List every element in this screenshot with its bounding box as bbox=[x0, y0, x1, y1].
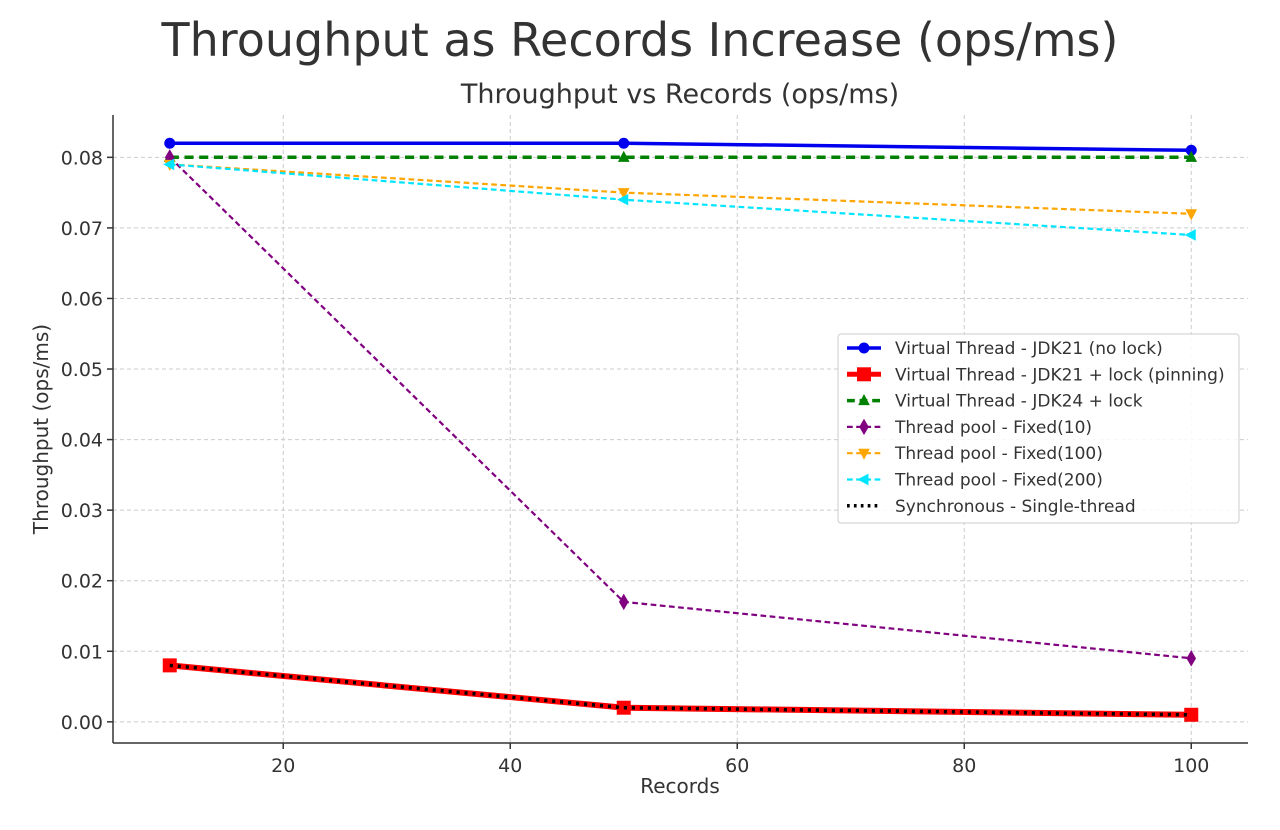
x-tick-label: 20 bbox=[271, 755, 295, 777]
series-line bbox=[169, 163, 1192, 237]
x-tick-label: 60 bbox=[725, 755, 749, 777]
y-tick-label: 0.07 bbox=[61, 218, 103, 240]
y-ticks: 0.00 0.01 0.02 0.03 0.04 0.05 0.06 0.07 0.08 bbox=[61, 147, 113, 734]
y-tick-label: 0.08 bbox=[61, 147, 103, 169]
series-0 bbox=[164, 137, 1197, 156]
legend-label: Virtual Thread - JDK24 + lock bbox=[895, 392, 1143, 412]
x-tick-label: 100 bbox=[1173, 755, 1209, 777]
data-point bbox=[617, 193, 629, 206]
legend-item: Thread pool - Fixed(10) bbox=[847, 418, 1092, 438]
legend-swatch-marker bbox=[858, 394, 870, 406]
chart-title: Throughput vs Records (ops/ms) bbox=[460, 79, 899, 110]
axes bbox=[112, 115, 1248, 744]
y-tick-label: 0.06 bbox=[61, 288, 103, 310]
legend-item: Thread pool - Fixed(100) bbox=[847, 444, 1103, 464]
y-tick-label: 0.00 bbox=[61, 712, 103, 734]
legend-frame bbox=[837, 333, 1240, 524]
legend-swatch-marker bbox=[857, 473, 869, 486]
series-6 bbox=[169, 663, 1192, 717]
legend-swatch-marker bbox=[859, 418, 869, 436]
legend-item: Virtual Thread - JDK21 (no lock) bbox=[847, 339, 1163, 359]
legend-label: Virtual Thread - JDK21 (no lock) bbox=[895, 339, 1163, 359]
x-tick-label: 40 bbox=[498, 755, 522, 777]
legend-label: Virtual Thread - JDK21 + lock (pinning) bbox=[895, 365, 1225, 385]
y-tick-label: 0.03 bbox=[61, 500, 103, 522]
legend-item: Virtual Thread - JDK21 + lock (pinning) bbox=[847, 365, 1225, 385]
series-layer bbox=[162, 137, 1199, 722]
y-axis-label: Throughput (ops/ms) bbox=[29, 324, 53, 535]
legend-label: Synchronous - Single-thread bbox=[895, 497, 1136, 517]
series-line bbox=[169, 141, 1192, 153]
data-point bbox=[616, 700, 631, 715]
data-point bbox=[618, 593, 629, 611]
legend-label: Thread pool - Fixed(10) bbox=[894, 418, 1092, 438]
x-axis-label: Records bbox=[640, 774, 720, 798]
series-2 bbox=[163, 150, 1198, 162]
series-4 bbox=[163, 159, 1198, 221]
series-line bbox=[169, 663, 1192, 717]
chart-suptitle: Throughput as Records Increase (ops/ms) bbox=[161, 13, 1119, 67]
legend-items: Virtual Thread - JDK21 (no lock) Virtual … bbox=[847, 339, 1225, 517]
x-ticks: 20 40 60 80 100 bbox=[271, 743, 1209, 777]
legend: Virtual Thread - JDK21 (no lock) Virtual … bbox=[837, 333, 1240, 524]
data-point bbox=[1186, 650, 1197, 667]
data-point bbox=[618, 137, 630, 149]
y-tick-label: 0.05 bbox=[61, 359, 103, 381]
series-3 bbox=[164, 149, 1197, 667]
legend-label: Thread pool - Fixed(200) bbox=[894, 471, 1103, 491]
data-point bbox=[162, 658, 177, 673]
legend-swatch-marker bbox=[858, 342, 870, 354]
data-point bbox=[1185, 150, 1198, 162]
legend-item: Thread pool - Fixed(200) bbox=[847, 471, 1103, 491]
data-point bbox=[164, 137, 176, 149]
legend-label: Thread pool - Fixed(100) bbox=[894, 444, 1103, 464]
y-tick-label: 0.02 bbox=[61, 571, 103, 593]
legend-item: Synchronous - Single-thread bbox=[847, 497, 1136, 517]
x-tick-label: 80 bbox=[952, 755, 976, 777]
data-point bbox=[163, 158, 175, 171]
data-point bbox=[1185, 209, 1198, 221]
legend-item: Virtual Thread - JDK24 + lock bbox=[847, 392, 1143, 412]
data-point bbox=[617, 150, 630, 162]
series-line bbox=[169, 163, 1192, 215]
y-tick-label: 0.04 bbox=[61, 430, 103, 452]
legend-swatch-marker bbox=[857, 367, 871, 382]
legend-swatch-marker bbox=[858, 448, 870, 460]
y-tick-label: 0.01 bbox=[61, 641, 103, 663]
data-point bbox=[617, 188, 630, 200]
series-5 bbox=[163, 158, 1196, 241]
grid bbox=[113, 115, 1248, 743]
data-point bbox=[1184, 229, 1196, 241]
